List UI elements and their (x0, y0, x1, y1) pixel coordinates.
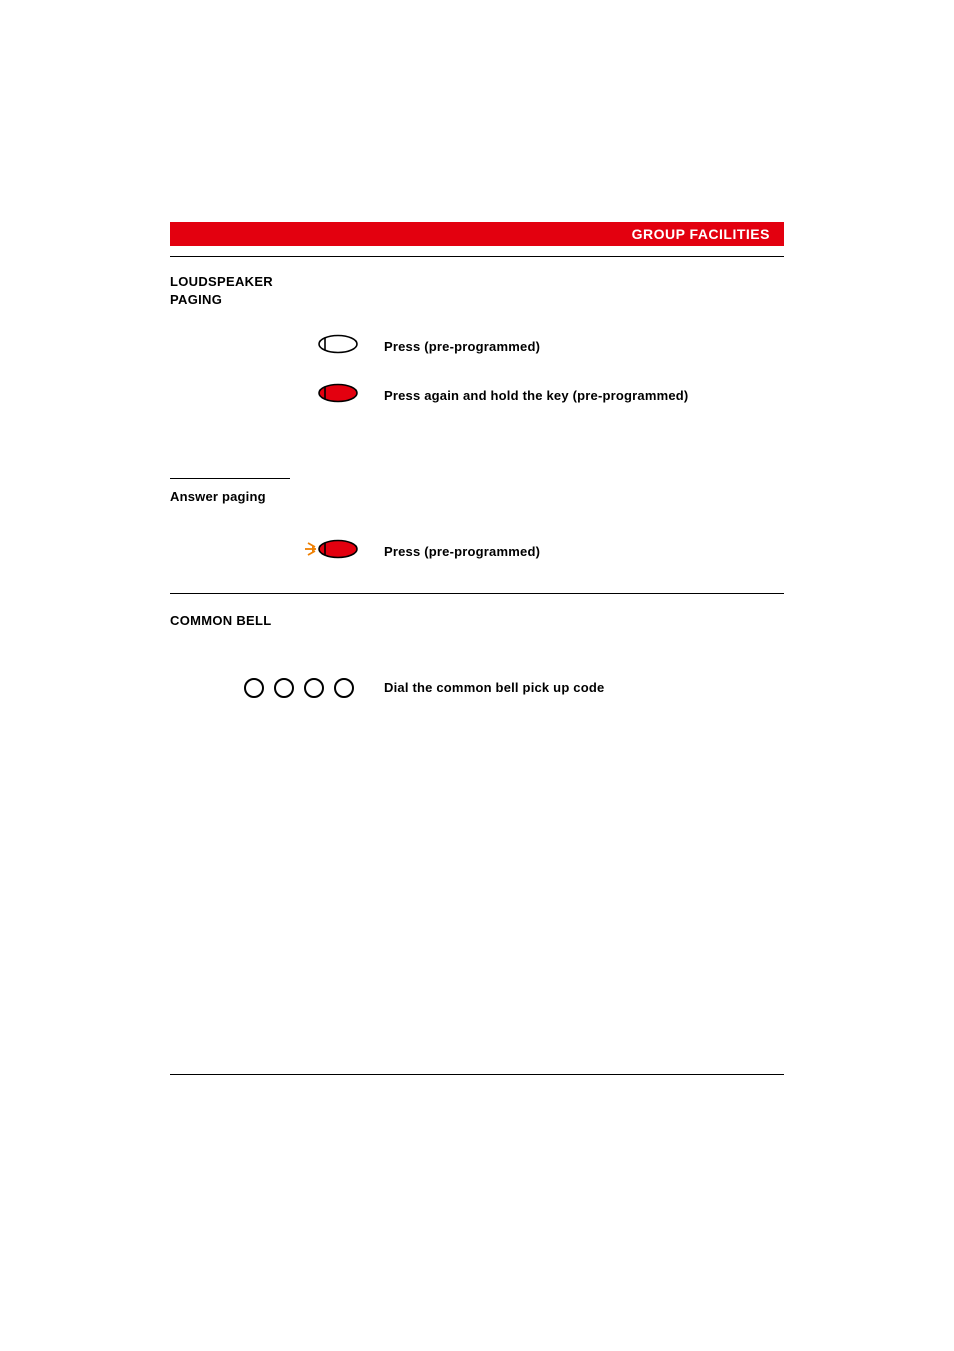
section-loudspeaker-line2: PAGING (170, 292, 222, 307)
header-bar: GROUP FACILITIES (170, 222, 784, 246)
step3-text: Press (pre-programmed) (384, 544, 540, 559)
section-loudspeaker-line1: LOUDSPEAKER (170, 274, 273, 289)
header-title: GROUP FACILITIES (632, 226, 770, 242)
step2-text: Press again and hold the key (pre-progra… (384, 388, 688, 403)
section-commonbell-title: COMMON BELL (170, 612, 784, 630)
section-loudspeaker-title: LOUDSPEAKER PAGING (170, 273, 784, 308)
short-rule (170, 478, 290, 479)
commonbell-step-text: Dial the common bell pick up code (384, 680, 604, 695)
header-underline (170, 256, 784, 257)
key-blinking-icon (302, 538, 360, 565)
dial-circles-icon (244, 678, 354, 698)
key-filled-icon (316, 383, 360, 408)
key-outline-icon (316, 334, 360, 359)
answer-paging-title: Answer paging (170, 489, 784, 504)
step1-text: Press (pre-programmed) (384, 339, 540, 354)
full-rule-1 (170, 593, 784, 594)
bottom-rule (170, 1074, 784, 1075)
